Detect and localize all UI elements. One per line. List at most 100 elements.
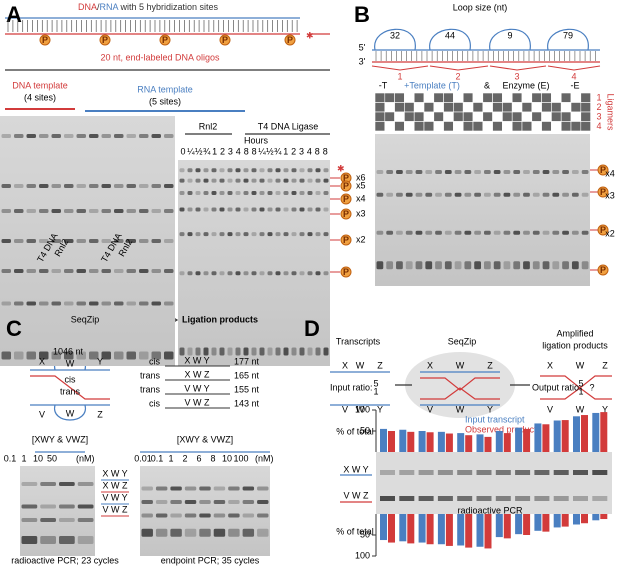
gel-band — [151, 134, 161, 138]
gel-band — [523, 170, 530, 174]
loop — [489, 28, 531, 51]
gel-band — [155, 486, 168, 491]
grid-cell — [423, 92, 435, 103]
gel-band — [267, 178, 273, 183]
phosphate: P — [600, 165, 606, 175]
gel-band — [259, 347, 265, 356]
gel-band — [323, 178, 329, 183]
bar — [592, 412, 600, 452]
phosphate: P — [600, 187, 606, 197]
label: V — [342, 404, 348, 414]
label: 20 nt, end-labeled DNA oligos — [100, 52, 220, 62]
gel-band — [571, 192, 579, 197]
gel-band — [227, 178, 233, 183]
gel-band — [291, 168, 297, 173]
bar — [600, 412, 608, 452]
label: T4 DNA Ligase — [258, 121, 319, 131]
gel-band — [267, 232, 273, 237]
label: Loop size (nt) — [453, 2, 508, 12]
label: endpoint PCR; 35 cycles — [161, 555, 260, 565]
grid-cell — [413, 121, 425, 132]
hour-label: ¼ — [258, 146, 266, 156]
gel-band — [213, 486, 226, 491]
gel-band — [323, 347, 329, 356]
gel-band — [323, 207, 329, 212]
gel-band — [126, 239, 136, 243]
gel-band — [114, 351, 124, 360]
gel-band — [418, 496, 434, 501]
loop — [429, 28, 471, 51]
gel-band — [251, 190, 257, 195]
grid-cell — [531, 102, 542, 113]
size-marker: x5 — [356, 180, 366, 190]
bar — [407, 514, 415, 544]
gel-band — [179, 207, 185, 212]
grid-cell — [404, 92, 415, 103]
title-part: with 5 hybridization sites — [118, 2, 219, 12]
gel-band — [493, 230, 501, 235]
bar — [561, 514, 569, 527]
label: SeqZip — [71, 314, 100, 324]
title: DNA/RNA with 5 hybridization sites — [78, 2, 219, 12]
gel-band — [195, 178, 201, 183]
gel-band — [21, 504, 38, 509]
grid-cell — [531, 121, 542, 132]
gel-band — [513, 261, 521, 270]
gel-band — [227, 271, 233, 276]
gel-band — [435, 192, 442, 197]
gel-band — [552, 192, 560, 197]
gel-band — [211, 232, 217, 237]
label: (nM) — [76, 453, 95, 463]
gel-band — [126, 209, 136, 213]
gel-band — [195, 232, 201, 237]
grid-cell — [560, 121, 572, 132]
ligamer-number: 2 — [596, 102, 601, 112]
gel-band — [141, 486, 153, 491]
gel-band — [101, 351, 111, 360]
label: X W Y — [102, 468, 127, 478]
gel-band — [291, 178, 297, 183]
gel-band — [187, 168, 193, 173]
gel-band — [534, 496, 550, 501]
grid-cell — [492, 92, 503, 103]
label: 3' — [359, 56, 366, 66]
gel-band — [101, 269, 111, 273]
gel-band — [243, 271, 249, 276]
gel-band — [164, 239, 174, 243]
bar — [515, 514, 523, 535]
gel-band — [187, 207, 193, 212]
title-part: RNA — [99, 2, 118, 12]
gel-band — [39, 134, 49, 138]
gel-band — [51, 269, 61, 273]
gel-band — [203, 271, 209, 276]
gel-band — [211, 178, 217, 183]
gel-band — [76, 209, 86, 213]
phosphate-circle — [340, 266, 352, 278]
gel-band — [114, 134, 124, 138]
gel-band — [299, 347, 305, 356]
grid-cell — [531, 92, 542, 103]
gel-band — [315, 271, 321, 276]
grid-cell — [560, 111, 572, 122]
gel-band — [259, 190, 265, 195]
gel-band — [553, 496, 569, 501]
gel-band — [219, 168, 225, 173]
gel-band — [267, 207, 273, 212]
grid-cell — [570, 92, 582, 103]
gel-band — [267, 347, 273, 356]
grid-cell — [384, 121, 395, 132]
gel-band — [179, 347, 185, 356]
gel-band — [151, 269, 161, 273]
label: V W Z — [185, 397, 210, 407]
gel-band — [151, 351, 161, 360]
gel-band — [515, 470, 531, 475]
bar — [573, 416, 580, 452]
gel-band — [187, 232, 193, 237]
legend-entry: Observed product — [465, 424, 537, 434]
grid-cell — [560, 102, 572, 113]
label: X — [427, 360, 433, 370]
gel-band — [283, 232, 289, 237]
bar — [523, 514, 531, 535]
gel-band — [164, 134, 174, 138]
gel-band — [523, 261, 530, 270]
